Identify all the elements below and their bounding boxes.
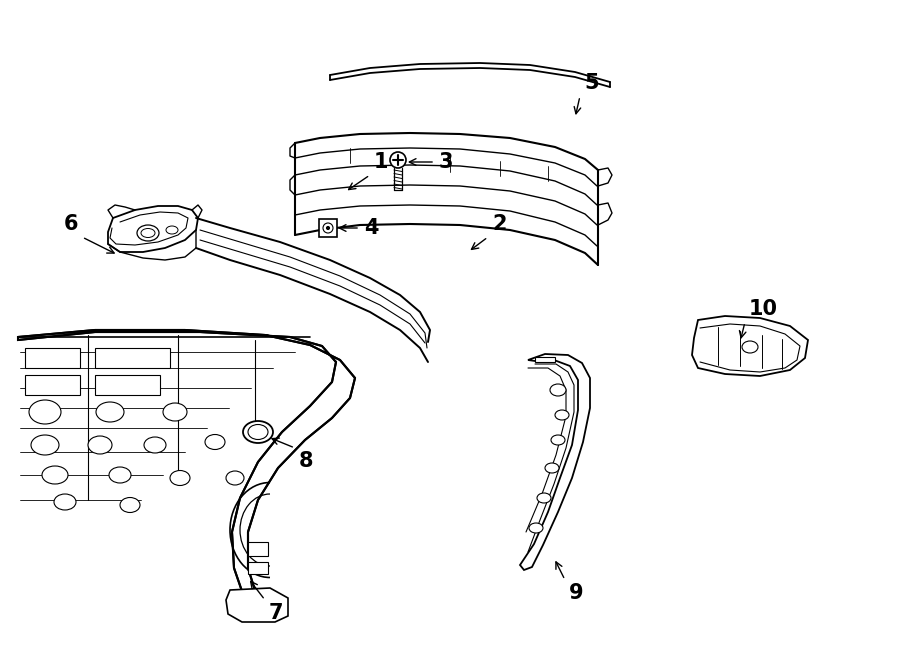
Polygon shape: [18, 330, 355, 620]
Ellipse shape: [243, 421, 273, 443]
Ellipse shape: [137, 225, 159, 241]
Ellipse shape: [166, 226, 178, 234]
Text: 4: 4: [364, 218, 379, 238]
Ellipse shape: [170, 471, 190, 485]
Polygon shape: [95, 375, 160, 395]
Polygon shape: [248, 562, 268, 574]
Ellipse shape: [205, 434, 225, 449]
Text: 7: 7: [269, 603, 284, 623]
Ellipse shape: [88, 436, 112, 454]
Polygon shape: [520, 354, 590, 570]
Ellipse shape: [323, 223, 333, 233]
Ellipse shape: [109, 467, 131, 483]
Ellipse shape: [226, 471, 244, 485]
Ellipse shape: [42, 466, 68, 484]
Ellipse shape: [390, 152, 406, 168]
Polygon shape: [248, 542, 268, 556]
Ellipse shape: [327, 227, 329, 229]
Text: 2: 2: [492, 214, 507, 234]
Ellipse shape: [555, 410, 569, 420]
Text: 8: 8: [299, 451, 313, 471]
Ellipse shape: [31, 435, 59, 455]
Ellipse shape: [163, 403, 187, 421]
Polygon shape: [95, 348, 170, 368]
Ellipse shape: [96, 402, 124, 422]
Ellipse shape: [141, 229, 155, 237]
Ellipse shape: [537, 493, 551, 503]
Polygon shape: [535, 357, 555, 362]
Ellipse shape: [29, 400, 61, 424]
Ellipse shape: [545, 463, 559, 473]
Ellipse shape: [551, 435, 565, 445]
Polygon shape: [692, 316, 808, 376]
Text: 9: 9: [569, 583, 583, 603]
Text: 1: 1: [374, 152, 389, 172]
Ellipse shape: [742, 341, 758, 353]
Ellipse shape: [248, 424, 268, 440]
Text: 6: 6: [64, 214, 78, 234]
Ellipse shape: [54, 494, 76, 510]
Polygon shape: [25, 375, 80, 395]
Polygon shape: [319, 219, 337, 237]
Polygon shape: [108, 206, 198, 252]
Ellipse shape: [144, 437, 166, 453]
Polygon shape: [25, 348, 80, 368]
Ellipse shape: [529, 523, 543, 533]
Text: 10: 10: [749, 299, 778, 319]
Polygon shape: [226, 588, 288, 622]
Ellipse shape: [120, 498, 140, 512]
Text: 3: 3: [439, 152, 454, 172]
Text: 5: 5: [584, 73, 598, 93]
Ellipse shape: [550, 384, 566, 396]
